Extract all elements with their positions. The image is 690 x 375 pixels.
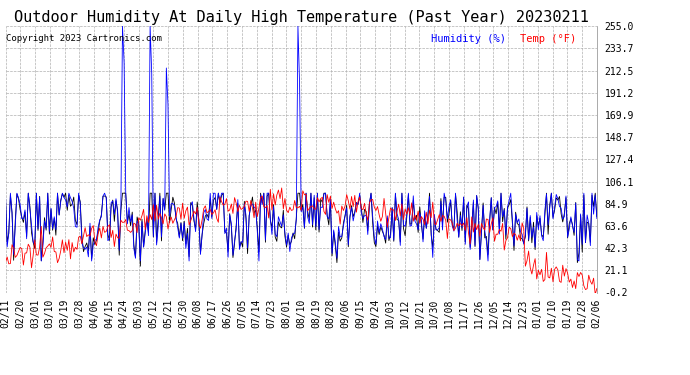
Text: Humidity (%): Humidity (%) (431, 34, 506, 44)
Text: Copyright 2023 Cartronics.com: Copyright 2023 Cartronics.com (6, 34, 162, 43)
Text: Temp (°F): Temp (°F) (520, 34, 576, 44)
Title: Outdoor Humidity At Daily High Temperature (Past Year) 20230211: Outdoor Humidity At Daily High Temperatu… (14, 10, 589, 25)
